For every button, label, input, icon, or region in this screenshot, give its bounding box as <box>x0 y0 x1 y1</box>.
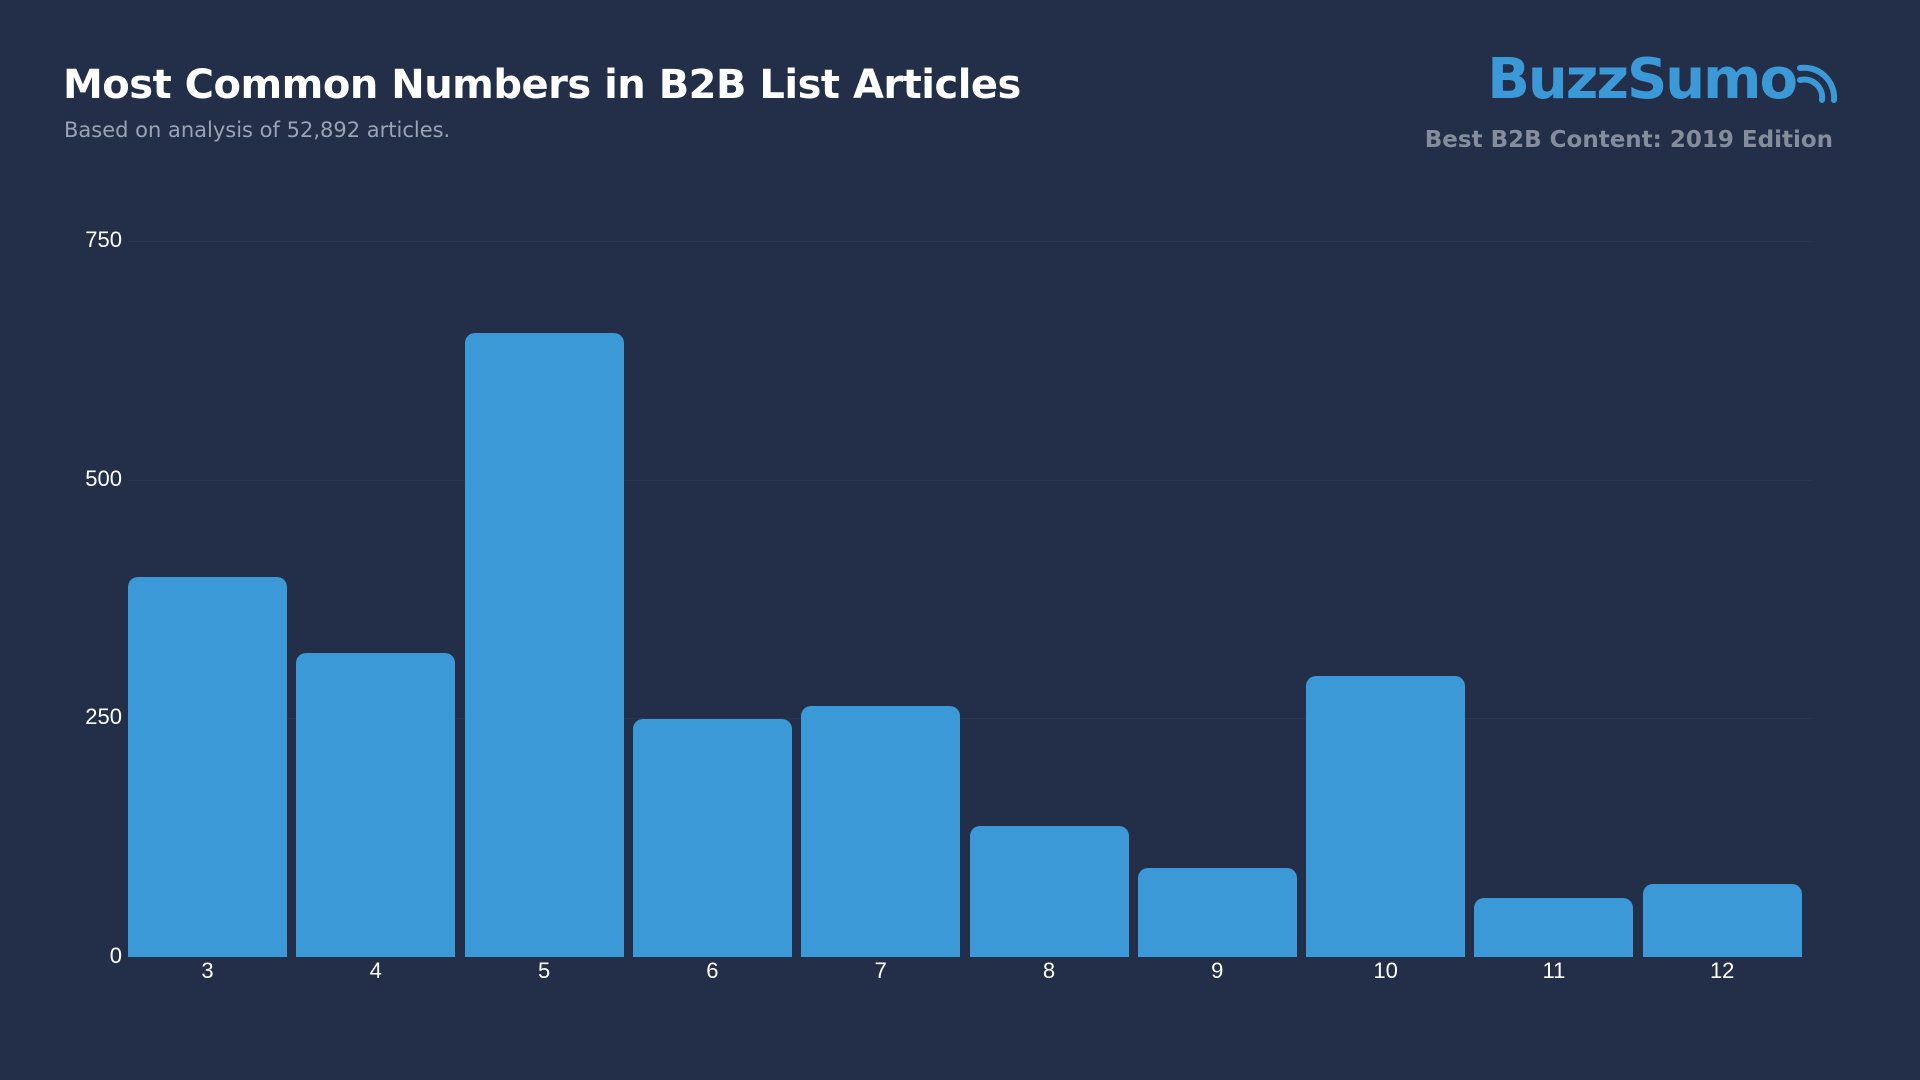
bar-12[interactable] <box>1642 884 1802 957</box>
bar-5[interactable] <box>464 332 624 957</box>
x-axis-tick-label: 10 <box>1373 958 1398 983</box>
bar-4[interactable] <box>296 653 456 957</box>
bar-8[interactable] <box>969 826 1129 957</box>
bar-11[interactable] <box>1474 897 1634 957</box>
bar-9[interactable] <box>1137 868 1297 957</box>
x-axis-tick-label: 8 <box>1042 958 1056 983</box>
y-axis-tick-label: 0 <box>109 943 122 968</box>
x-axis-tick-label: 7 <box>874 958 887 983</box>
x-axis-tick-label: 9 <box>1211 958 1224 983</box>
y-axis-tick-label: 500 <box>85 465 122 491</box>
chart-title: Most Common Numbers in B2B List Articles <box>63 62 1021 108</box>
bar-7[interactable] <box>801 705 961 957</box>
broadcast-signal-icon <box>1797 64 1838 103</box>
x-axis-tick-label: 11 <box>1542 958 1566 983</box>
bar-6[interactable] <box>632 719 792 957</box>
bar-10[interactable] <box>1306 676 1466 957</box>
x-axis-tick-label: 12 <box>1709 958 1735 983</box>
chart-subtitle: Based on analysis of 52,892 articles. <box>64 118 451 142</box>
edition-label: Best B2B Content: 2019 Edition <box>1424 127 1833 153</box>
gridline <box>128 718 1811 720</box>
brand-logo: BuzzSumo <box>1487 52 1842 108</box>
x-axis-tick-label: 6 <box>706 958 719 983</box>
gridline <box>128 479 1811 481</box>
gridline <box>128 241 1811 242</box>
x-axis-tick-label: 5 <box>537 958 551 983</box>
brand-name: BuzzSumo <box>1487 47 1798 112</box>
x-axis-tick-label: 4 <box>369 958 382 983</box>
bar-3[interactable] <box>128 577 287 957</box>
x-axis-tick-label: 3 <box>201 958 214 983</box>
y-axis-tick-label: 750 <box>85 227 122 252</box>
y-axis-tick-label: 250 <box>85 704 122 730</box>
